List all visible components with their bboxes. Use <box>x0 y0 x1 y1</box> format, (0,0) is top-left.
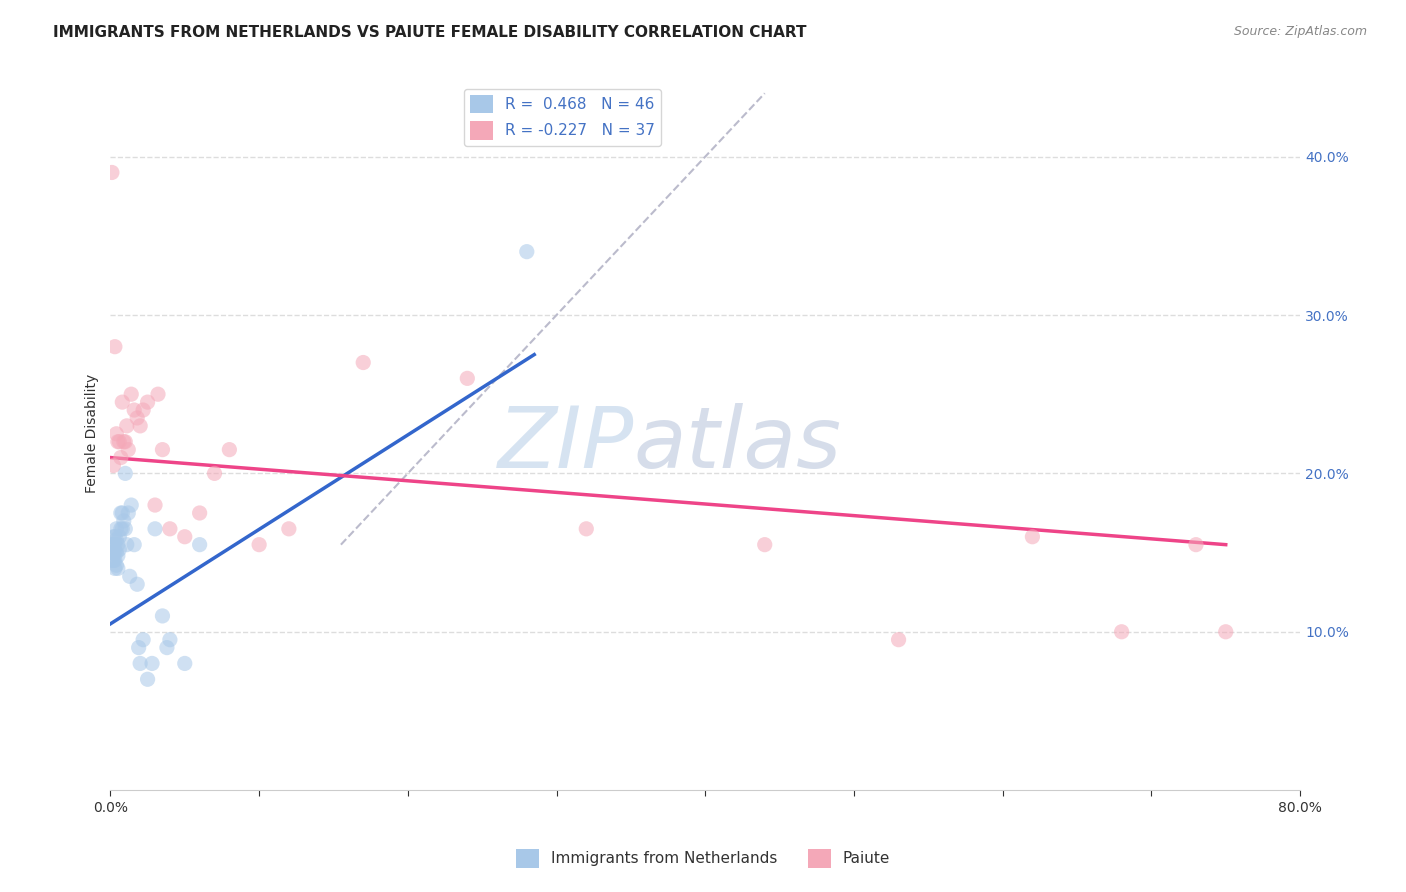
Point <box>127 411 149 425</box>
Point <box>218 442 240 457</box>
Point <box>1021 530 1043 544</box>
Point <box>110 522 132 536</box>
Point <box>107 538 129 552</box>
Point <box>159 522 181 536</box>
Point <box>117 506 139 520</box>
Point <box>115 418 138 433</box>
Point <box>1111 624 1133 639</box>
Point <box>111 522 134 536</box>
Point <box>103 458 125 473</box>
Point <box>118 569 141 583</box>
Legend: R =  0.468   N = 46, R = -0.227   N = 37: R = 0.468 N = 46, R = -0.227 N = 37 <box>464 88 661 145</box>
Point <box>101 538 124 552</box>
Point <box>247 538 270 552</box>
Point <box>111 506 134 520</box>
Point <box>132 632 155 647</box>
Point <box>152 442 174 457</box>
Point <box>152 609 174 624</box>
Point <box>107 549 129 563</box>
Point <box>101 165 124 179</box>
Point <box>188 538 211 552</box>
Point <box>105 522 128 536</box>
Point <box>103 530 125 544</box>
Point <box>120 387 142 401</box>
Point <box>104 538 127 552</box>
Point <box>104 545 127 559</box>
Point <box>108 542 131 557</box>
Point <box>105 558 128 573</box>
Point <box>117 442 139 457</box>
Point <box>104 340 127 354</box>
Point <box>114 434 136 449</box>
Point <box>101 545 124 559</box>
Point <box>105 545 128 559</box>
Point <box>136 673 159 687</box>
Point <box>129 657 152 671</box>
Point <box>107 434 129 449</box>
Text: Source: ZipAtlas.com: Source: ZipAtlas.com <box>1233 25 1367 38</box>
Text: IMMIGRANTS FROM NETHERLANDS VS PAIUTE FEMALE DISABILITY CORRELATION CHART: IMMIGRANTS FROM NETHERLANDS VS PAIUTE FE… <box>53 25 807 40</box>
Point <box>104 530 127 544</box>
Point <box>173 530 195 544</box>
Legend: Immigrants from Netherlands, Paiute: Immigrants from Netherlands, Paiute <box>509 843 897 873</box>
Point <box>456 371 478 385</box>
Point <box>108 530 131 544</box>
Point <box>110 450 132 465</box>
Point <box>159 632 181 647</box>
Point <box>111 395 134 409</box>
Point <box>575 522 598 536</box>
Point <box>173 657 195 671</box>
Text: atlas: atlas <box>634 403 842 486</box>
Point <box>110 506 132 520</box>
Point <box>122 538 145 552</box>
Point <box>105 533 128 547</box>
Point <box>104 553 127 567</box>
Point <box>114 522 136 536</box>
Point <box>108 434 131 449</box>
Point <box>1185 538 1208 552</box>
Point <box>114 467 136 481</box>
Point <box>352 355 374 369</box>
Point <box>754 538 776 552</box>
Y-axis label: Female Disability: Female Disability <box>86 374 100 493</box>
Point <box>141 657 163 671</box>
Point <box>129 418 152 433</box>
Point <box>146 387 169 401</box>
Point <box>107 561 129 575</box>
Point <box>127 577 149 591</box>
Point <box>103 545 125 559</box>
Point <box>115 538 138 552</box>
Point <box>277 522 299 536</box>
Point <box>516 244 538 259</box>
Point <box>188 506 211 520</box>
Point <box>132 403 155 417</box>
Point <box>104 561 127 575</box>
Point <box>120 498 142 512</box>
Point <box>204 467 226 481</box>
Point <box>101 553 124 567</box>
Point <box>112 434 135 449</box>
Point <box>136 395 159 409</box>
Point <box>122 403 145 417</box>
Point <box>103 553 125 567</box>
Point <box>1215 624 1237 639</box>
Point <box>143 522 166 536</box>
Point <box>128 640 150 655</box>
Text: ZIP: ZIP <box>498 403 634 486</box>
Point <box>887 632 910 647</box>
Point <box>103 538 125 552</box>
Point <box>143 498 166 512</box>
Point <box>156 640 179 655</box>
Point <box>112 514 135 528</box>
Point <box>105 426 128 441</box>
